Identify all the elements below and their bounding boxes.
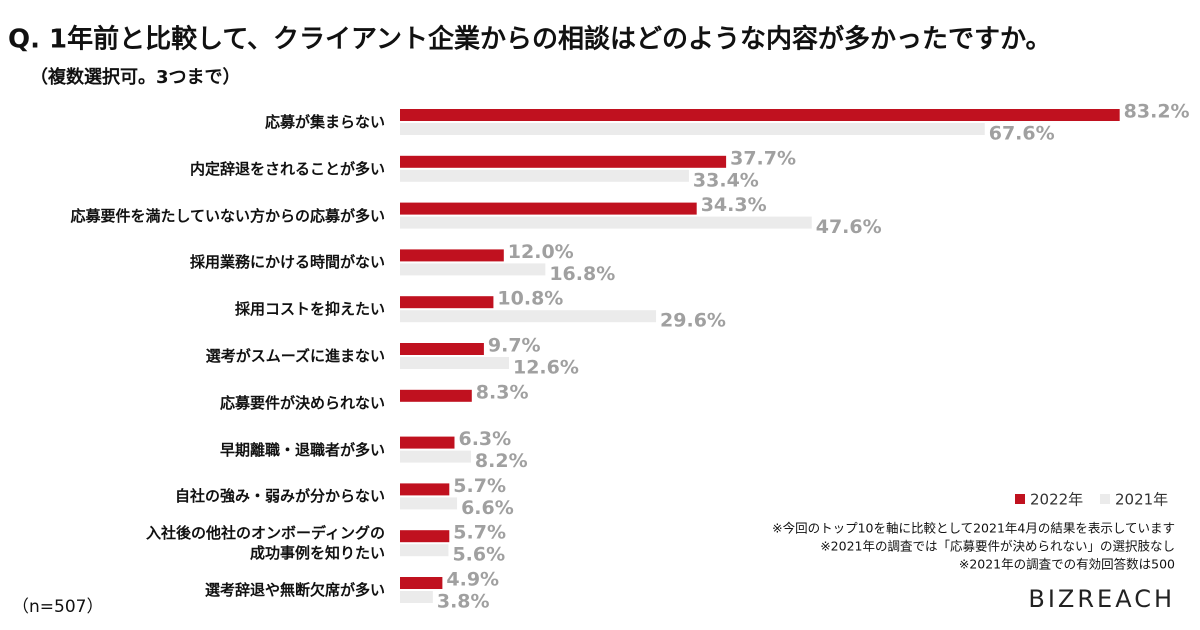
chart-subtitle: （複数選択可。3つまで）	[30, 66, 241, 88]
value-label: 5.6%	[452, 544, 505, 566]
category-label: 選考がスムーズに進まない	[205, 347, 385, 365]
value-label: 8.2%	[475, 450, 528, 472]
logo: BIZREACH	[1028, 585, 1175, 613]
category-label: 早期離職・退職者が多い	[219, 440, 385, 459]
bar	[400, 310, 657, 323]
bar	[400, 591, 433, 603]
value-label: 67.6%	[989, 123, 1055, 145]
bar	[400, 169, 689, 182]
value-label: 12.6%	[513, 357, 579, 379]
bar	[400, 544, 449, 557]
category-label: 入社後の他社のオンボーディングの 成功事例を知りたい	[146, 524, 385, 563]
note: ※2021年の調査での有効回答数は500	[959, 557, 1175, 572]
bar	[400, 263, 546, 276]
value-label: 8.3%	[476, 381, 529, 403]
chart-title: Q. 1年前と比較して、クライアント企業からの相談はどのような内容が多かったです…	[8, 24, 1051, 55]
bar	[400, 530, 450, 543]
bar	[400, 497, 458, 510]
value-label: 6.6%	[461, 497, 514, 519]
note: ※2021年の調査では「応募要件が決められない」の選択肢なし	[820, 539, 1175, 554]
category-label: 内定辞退をされることが多い	[189, 159, 385, 178]
value-label: 10.8%	[497, 288, 563, 310]
value-label: 29.6%	[660, 310, 726, 332]
value-label: 9.7%	[488, 335, 541, 357]
value-label: 6.3%	[458, 428, 511, 450]
bar	[400, 123, 985, 135]
bar	[400, 296, 494, 309]
sample-size: （n=507）	[12, 597, 103, 617]
bar	[400, 436, 455, 449]
category-label: 応募要件が決められない	[219, 393, 385, 412]
value-label: 37.7%	[730, 147, 796, 169]
bar	[400, 202, 697, 215]
value-label: 83.2%	[1124, 101, 1190, 123]
value-label: 16.8%	[549, 263, 615, 285]
legend-swatch	[1100, 494, 1110, 504]
category-label: 採用業務にかける時間がない	[189, 253, 385, 272]
value-label: 12.0%	[508, 241, 574, 263]
bar	[400, 249, 504, 262]
value-label: 5.7%	[453, 522, 506, 544]
value-label: 3.8%	[437, 591, 490, 613]
bar	[400, 450, 471, 463]
bar	[400, 109, 1120, 121]
category-label: 採用コストを抑えたい	[234, 300, 385, 319]
bar	[400, 389, 472, 402]
value-label: 5.7%	[453, 475, 506, 497]
bar	[400, 357, 509, 369]
category-label: 応募要件を満たしていない方からの応募が多い	[70, 206, 385, 225]
value-label: 4.9%	[446, 569, 499, 591]
note: ※今回のトップ10を軸に比較として2021年4月の結果を表示しています	[772, 521, 1175, 536]
legend-swatch	[1015, 494, 1025, 504]
bar	[400, 577, 443, 589]
value-label: 33.4%	[693, 169, 759, 191]
bar	[400, 483, 450, 496]
category-label: 自社の強み・弱みが分からない	[174, 487, 385, 506]
value-label: 47.6%	[816, 216, 882, 238]
category-label: 選考辞退や無断欠席が多い	[204, 581, 385, 599]
bar	[400, 155, 727, 168]
legend-label: 2022年	[1030, 491, 1083, 509]
legend-label: 2021年	[1115, 491, 1168, 509]
bar	[400, 216, 812, 229]
bar	[400, 343, 484, 355]
value-label: 34.3%	[701, 194, 767, 216]
category-label: 応募が集まらない	[264, 113, 385, 131]
